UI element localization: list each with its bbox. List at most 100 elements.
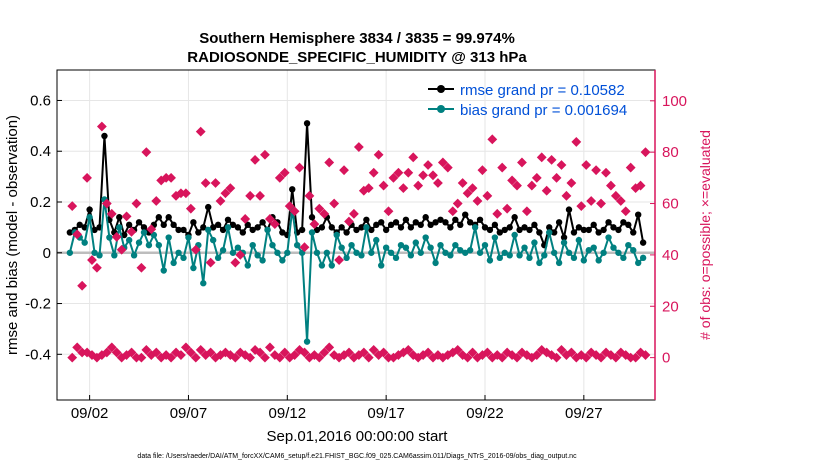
right-y-tick-label: 40: [662, 247, 679, 264]
obs-evaluated-marker: [92, 262, 102, 273]
obs-evaluated-marker: [551, 172, 562, 183]
obs-evaluated-marker: [136, 262, 147, 273]
y-tick-label: 0: [43, 245, 51, 262]
rmse-point: [180, 226, 187, 234]
rmse-point: [625, 221, 632, 229]
bias-point: [328, 262, 335, 269]
rmse-point: [560, 234, 568, 241]
bias-point: [595, 257, 602, 264]
obs-evaluated-marker: [269, 219, 280, 229]
rmse-point: [195, 229, 202, 236]
obs-evaluated-marker: [398, 183, 409, 194]
bias-point: [422, 234, 429, 241]
rmse-point: [76, 221, 83, 229]
bias-point: [150, 231, 158, 239]
bias-point: [318, 262, 326, 269]
obs-evaluated-marker: [556, 160, 567, 170]
obs-possible-marker: [141, 345, 152, 355]
obs-possible-marker: [260, 352, 270, 363]
rmse-point: [279, 229, 286, 236]
bias-point: [462, 249, 469, 256]
data-file-footnote: data file: /Users/raeder/DAI/ATM_forcXX/…: [137, 453, 577, 460]
bias-point: [417, 249, 424, 256]
obs-evaluated-marker: [512, 180, 522, 191]
bias-point: [111, 252, 118, 259]
obs-possible-marker: [279, 347, 290, 358]
rmse-point: [86, 206, 93, 213]
rmse-point: [496, 229, 504, 236]
bias-point: [175, 249, 182, 256]
obs-evaluated-marker: [423, 160, 433, 170]
rmse-point: [200, 224, 207, 231]
bias-point: [145, 241, 153, 249]
obs-possible-marker: [610, 352, 621, 363]
obs-evaluated-marker: [324, 157, 335, 168]
rmse-point: [437, 216, 444, 223]
bias-point: [348, 241, 355, 249]
obs-evaluated-marker: [220, 188, 231, 199]
rmse-point: [639, 239, 647, 246]
bias-point: [501, 249, 508, 256]
rmse-point: [214, 221, 222, 229]
bias-point: [106, 234, 113, 241]
obs-possible-marker: [462, 352, 473, 363]
bias-point: [209, 236, 217, 244]
bias-point: [575, 236, 583, 244]
obs-evaluated-marker: [625, 162, 636, 173]
obs-evaluated-marker: [408, 152, 419, 163]
obs-evaluated-marker: [383, 206, 394, 217]
chart-subtitle: RADIOSONDE_SPECIFIC_HUMIDITY @ 313 hPa: [187, 49, 527, 66]
rmse-point: [234, 224, 242, 231]
bias-point: [402, 244, 410, 251]
rmse-point: [417, 221, 424, 229]
rmse-point: [303, 120, 311, 127]
obs-evaluated-marker: [279, 167, 290, 178]
bias-point: [234, 244, 242, 251]
rmse-point: [427, 221, 434, 229]
observation-counts: [67, 121, 651, 363]
obs-evaluated-marker: [255, 190, 265, 201]
obs-evaluated-marker: [497, 162, 508, 173]
obs-possible-marker: [403, 345, 414, 355]
obs-possible-marker: [467, 347, 478, 358]
obs-evaluated-marker: [418, 170, 429, 181]
rmse-point: [481, 224, 489, 231]
bias-point: [452, 241, 459, 249]
obs-possible-marker: [265, 342, 275, 353]
rmse-point: [634, 211, 642, 218]
obs-evaluated-marker: [190, 244, 201, 255]
obs-evaluated-marker: [615, 196, 626, 206]
rmse-point: [165, 214, 172, 221]
obs-evaluated-marker: [141, 147, 152, 158]
bias-point: [447, 252, 454, 259]
rmse-point: [175, 226, 182, 234]
bias-point: [531, 239, 538, 246]
x-tick-label: 09/02: [71, 405, 109, 422]
rmse-point: [432, 219, 439, 226]
bias-point: [254, 252, 261, 259]
bias-point: [130, 252, 138, 259]
obs-evaluated-marker: [566, 178, 577, 188]
obs-possible-marker: [620, 350, 631, 360]
bias-point: [180, 254, 187, 262]
rmse-point: [412, 219, 419, 226]
bias-point: [378, 262, 385, 269]
y-axis-label: rmse and bias (model - observation): [4, 115, 21, 355]
obs-possible-marker: [517, 347, 527, 358]
rmse-point: [209, 224, 217, 231]
rmse-point: [378, 219, 385, 226]
rmse-point: [526, 226, 533, 234]
obs-evaluated-marker: [284, 201, 295, 212]
obs-possible-marker: [255, 347, 265, 358]
obs-possible-marker: [314, 352, 325, 363]
rmse-point: [140, 224, 148, 231]
obs-possible-marker: [576, 350, 587, 360]
rmse-point: [422, 214, 429, 221]
obs-evaluated-marker: [131, 198, 142, 209]
obs-evaluated-marker: [487, 134, 498, 145]
obs-evaluated-marker: [205, 257, 216, 268]
rmse-point: [353, 226, 360, 234]
obs-possible-marker: [507, 350, 517, 360]
obs-possible-marker: [640, 350, 651, 360]
